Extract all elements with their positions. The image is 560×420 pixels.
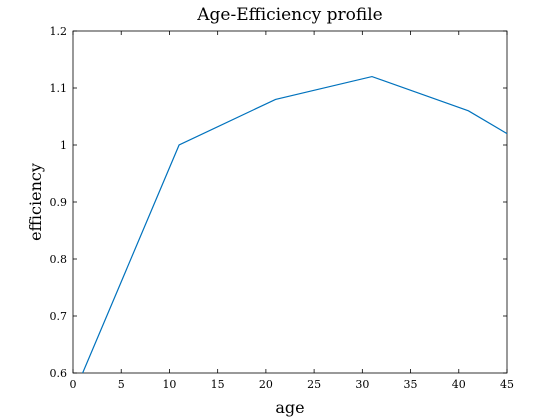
x-tick-label: 5 (118, 378, 125, 391)
x-tick-label: 0 (70, 378, 77, 391)
x-tick-label: 35 (404, 378, 418, 391)
y-tick-label: 1.2 (50, 25, 68, 38)
x-tick-label: 20 (259, 378, 273, 391)
x-axis-label: age (275, 398, 304, 417)
series-line (82, 75, 508, 374)
y-tick-label: 0.6 (50, 367, 68, 380)
x-tick-label: 15 (211, 378, 225, 391)
y-tick-label: 0.7 (50, 310, 68, 323)
y-tick-label: 0.9 (50, 196, 68, 209)
chart-title: Age-Efficiency profile (196, 5, 382, 25)
plot-area: 0 5 10 15 20 25 30 35 40 45 0.6 0.7 0.8 0.9 1 1.1 1.2 (50, 25, 515, 391)
x-tick-label: 10 (162, 378, 176, 391)
y-tick-label: 1.1 (50, 82, 68, 95)
x-tick-label: 40 (452, 378, 466, 391)
x-axis: 0 5 10 15 20 25 30 35 40 45 (70, 31, 514, 391)
y-axis: 0.6 0.7 0.8 0.9 1 1.1 1.2 (50, 25, 507, 380)
x-tick-label: 30 (355, 378, 369, 391)
x-tick-label: 25 (307, 378, 321, 391)
y-tick-label: 1 (60, 139, 67, 152)
y-axis-label: efficiency (26, 163, 45, 241)
y-tick-label: 0.8 (50, 253, 68, 266)
series-layer (82, 75, 508, 374)
x-tick-label: 45 (500, 378, 514, 391)
